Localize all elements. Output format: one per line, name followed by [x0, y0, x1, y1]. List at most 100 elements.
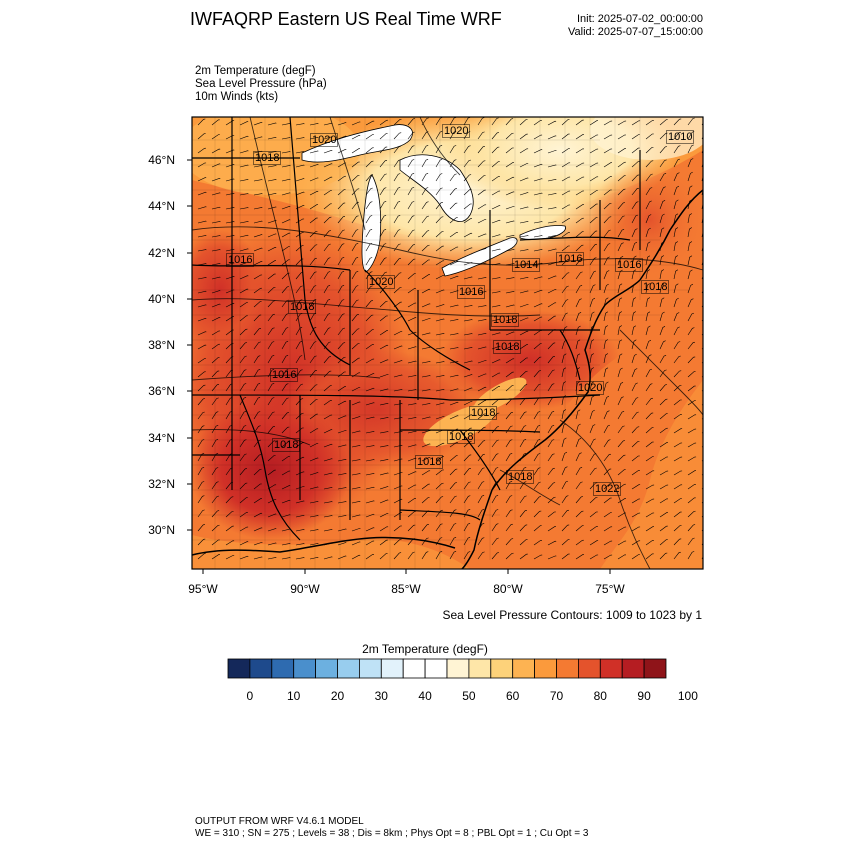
wind-barb: [477, 360, 487, 364]
wind-barb: [603, 512, 612, 518]
wind-barb: [435, 318, 445, 322]
wind-barb: [477, 332, 487, 336]
wind-barb: [561, 326, 568, 336]
wind-barb: [533, 221, 543, 224]
wind-barb: [351, 416, 361, 420]
run-times: Init: 2025-07-02_00:00:00 Valid: 2025-07…: [568, 13, 703, 39]
colorbar-swatch: [468, 658, 492, 679]
wind-barb: [295, 272, 304, 280]
wind-barb: [631, 470, 640, 476]
wind-barb: [547, 356, 555, 364]
wind-barb: [407, 258, 416, 266]
wind-barb: [603, 453, 611, 462]
wind-barb: [435, 361, 445, 364]
wind-barb: [239, 453, 247, 462]
wind-barb: [407, 498, 416, 504]
wind-barb: [239, 288, 249, 294]
wind-barb: [589, 395, 595, 406]
wind-barb: [533, 425, 541, 434]
wind-barb: [505, 523, 513, 532]
wind-barb: [645, 187, 653, 196]
wind-barb: [267, 542, 277, 546]
wind-barb: [379, 359, 389, 364]
wind-barb: [393, 458, 403, 462]
wind-barb: [281, 341, 289, 350]
wind-barb: [295, 529, 305, 532]
wind-barb: [449, 468, 458, 476]
wind-barb: [687, 185, 693, 196]
colorbar-swatch: [380, 658, 404, 679]
wind-barb: [407, 288, 416, 294]
colorbar-tick-label: 60: [506, 689, 520, 703]
wind-barb: [617, 134, 627, 140]
wind-barb: [645, 160, 654, 168]
wind-barb: [281, 441, 290, 448]
wind-barb: [463, 441, 472, 448]
wind-barb: [533, 383, 541, 392]
wind-barb: [225, 540, 235, 546]
wind-barb: [253, 542, 263, 546]
wind-barb: [435, 388, 445, 392]
wind-barb: [225, 453, 233, 462]
wind-barb: [673, 470, 683, 476]
wind-barb: [281, 246, 290, 252]
wind-barb: [491, 439, 499, 448]
wind-barb: [197, 344, 207, 350]
wind-barb: [617, 469, 626, 476]
wind-barb: [547, 511, 556, 518]
wind-barb: [379, 553, 388, 560]
wind-barb: [645, 173, 653, 182]
wind-barb: [687, 456, 697, 462]
wind-barb: [477, 131, 485, 140]
wind-barb: [673, 484, 683, 490]
wind-barb: [281, 485, 291, 490]
wind-barb: [533, 411, 541, 420]
wind-barb: [365, 540, 375, 546]
wind-barb: [295, 231, 304, 238]
wind-barb: [421, 244, 430, 252]
wind-barb: [449, 537, 457, 546]
wind-barb: [449, 202, 458, 210]
wind-barb: [435, 145, 443, 154]
wind-barb: [211, 148, 221, 154]
pressure-contour-label: 1016: [556, 252, 585, 266]
wind-barb: [267, 469, 276, 476]
wind-barb: [631, 484, 641, 490]
wind-barb: [477, 400, 486, 406]
wind-barb: [645, 427, 654, 434]
wind-barb: [197, 553, 206, 560]
wind-barb: [519, 370, 528, 378]
wind-barb: [505, 538, 514, 546]
wind-barb: [547, 150, 557, 154]
wind-barb: [295, 327, 303, 336]
wind-barb: [197, 331, 207, 336]
wind-barb: [323, 529, 333, 532]
wind-barb: [659, 340, 666, 350]
wind-barb: [687, 537, 695, 546]
wind-barb: [505, 206, 515, 210]
colorbar-tick-label: 100: [677, 689, 698, 703]
colorbar-swatch: [424, 658, 448, 679]
wind-barb: [239, 383, 247, 392]
wind-barb: [393, 316, 403, 322]
wind-barb: [337, 162, 347, 168]
wind-barb: [589, 148, 599, 154]
wind-barb: [575, 176, 585, 182]
wind-barb: [435, 416, 445, 420]
wind-barb: [589, 438, 596, 448]
lat-label: 44°N: [148, 199, 175, 213]
wind-barb: [309, 543, 319, 546]
wind-barb: [253, 369, 261, 378]
colorbar-tick-label: 50: [462, 689, 476, 703]
wind-barb: [267, 206, 277, 210]
wind-barb: [351, 134, 361, 140]
wind-barb: [295, 500, 305, 504]
wind-barb: [407, 159, 415, 168]
colorbar-tick-label: 80: [593, 689, 607, 703]
wind-barb: [225, 207, 235, 210]
wind-barb: [379, 229, 387, 238]
wind-barb: [589, 243, 597, 252]
wind-barb: [267, 499, 277, 504]
wind-barb: [575, 367, 580, 378]
wind-barb: [533, 134, 543, 140]
